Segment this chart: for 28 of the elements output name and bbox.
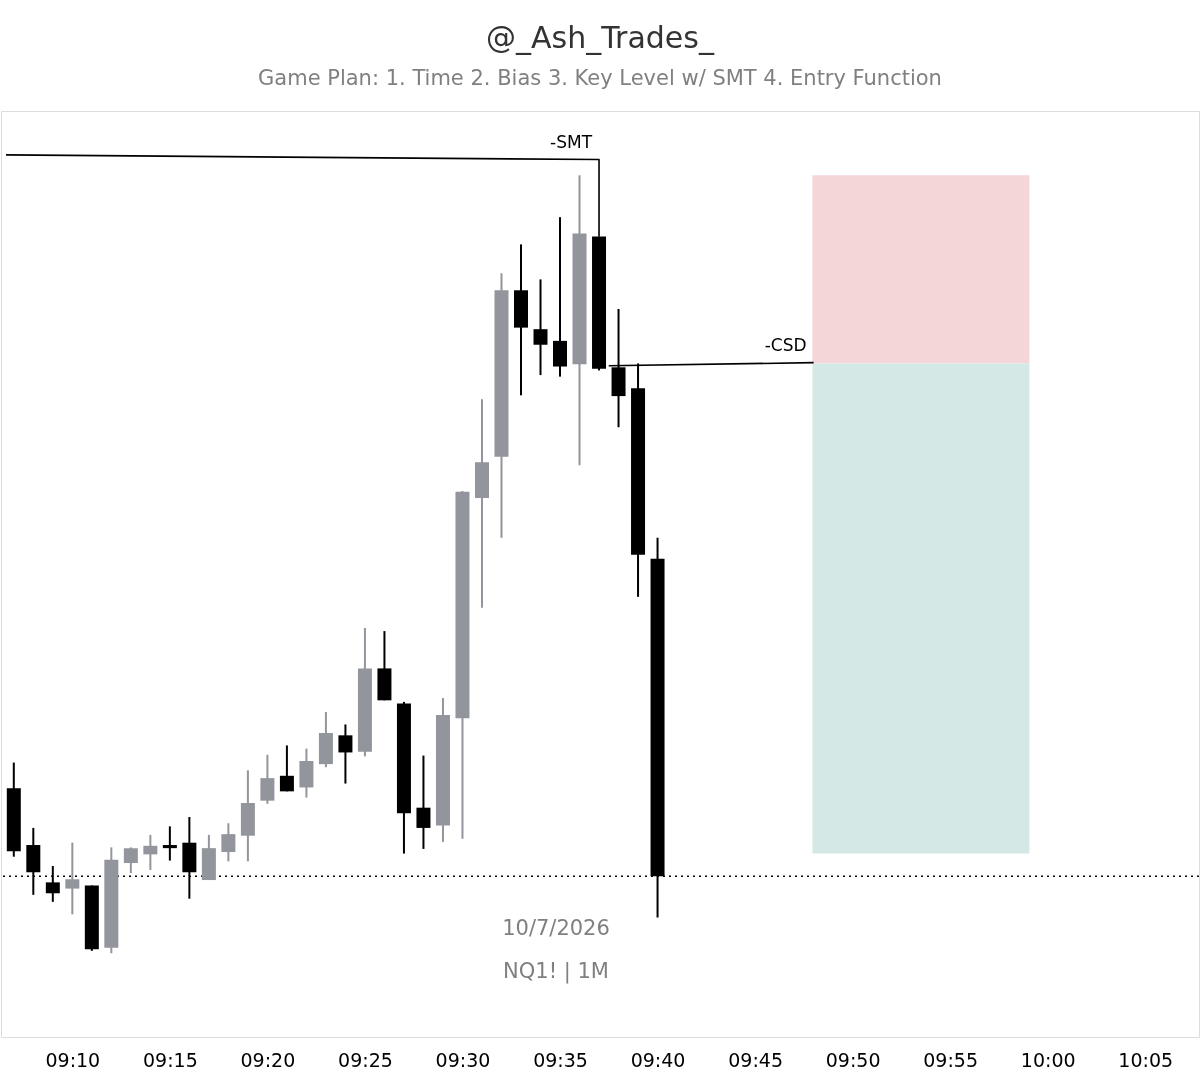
x-tick-label: 09:50	[825, 1048, 881, 1071]
candlestick	[338, 723, 353, 785]
x-tick-label: 09:45	[728, 1048, 783, 1071]
x-tick-label: 09:35	[533, 1048, 588, 1071]
x-tick-label: 10:05	[1118, 1048, 1174, 1071]
x-tick-label: 10:00	[1020, 1048, 1076, 1071]
text: NQ1! | 1M	[503, 959, 609, 984]
x-tick-label: 09:55	[923, 1048, 979, 1071]
candlestick	[123, 846, 138, 875]
annotation: 10/7/2026	[502, 916, 610, 940]
x-tick-label: 09:40	[630, 1048, 686, 1071]
candlestick	[279, 744, 294, 793]
candlestick	[260, 753, 275, 805]
x-tick-label: 09:10	[45, 1048, 101, 1071]
candlestick	[221, 822, 236, 863]
annotation: -CSD	[764, 334, 807, 355]
x-tick-label: 09:20	[240, 1048, 296, 1071]
chart-title: @_Ash_Trades_	[486, 20, 715, 55]
candlestick	[143, 833, 158, 871]
x-tick-label: 09:30	[435, 1048, 491, 1071]
x-tick-label: 09:25	[338, 1048, 393, 1071]
candlestick	[65, 841, 80, 916]
chart-subtitle: Game Plan: 1. Time 2. Bias 3. Key Level w/ SMT 4. Entry Function	[258, 66, 942, 90]
candlestick	[162, 825, 177, 862]
candlestick	[533, 278, 548, 377]
x-tick-label: 09:15	[142, 1048, 198, 1071]
text: -SMT	[550, 131, 593, 152]
candlestick	[416, 754, 431, 850]
